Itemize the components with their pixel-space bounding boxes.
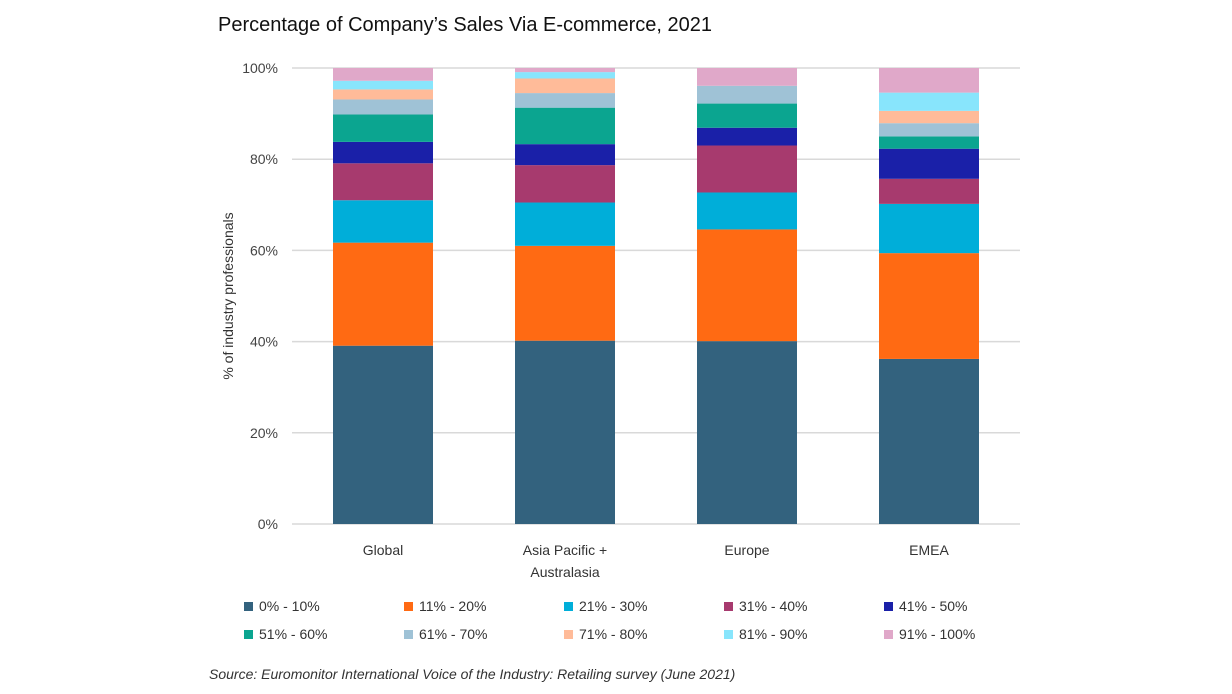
legend-label: 31% - 40% (739, 598, 808, 614)
x-tick-label: Europe (724, 542, 769, 558)
bar-segment (333, 89, 433, 100)
chart-title: Percentage of Company’s Sales Via E-comm… (218, 14, 712, 36)
bar-segment (697, 229, 797, 342)
legend-swatch (564, 601, 573, 611)
legend-item: 31% - 40% (724, 598, 884, 614)
legend-swatch (884, 629, 893, 639)
bar-segment (879, 110, 979, 124)
bar-segment (333, 200, 433, 243)
bar-segment (697, 85, 797, 104)
legend-label: 81% - 90% (739, 626, 808, 642)
bar-segment (879, 253, 979, 359)
bar-segment (879, 92, 979, 111)
legend-swatch (404, 601, 413, 611)
legend-item: 81% - 90% (724, 626, 884, 642)
legend-label: 91% - 100% (899, 626, 976, 642)
x-tick-label: Australasia (530, 564, 599, 580)
x-tick-label: Global (363, 542, 403, 558)
bar-segment (333, 163, 433, 201)
bar-segment (333, 141, 433, 164)
bar-segment (697, 103, 797, 128)
bar-segment (333, 242, 433, 346)
bar-segment (333, 345, 433, 524)
legend-swatch (404, 629, 413, 639)
legend-item: 51% - 60% (244, 626, 404, 642)
legend-item: 0% - 10% (244, 598, 404, 614)
bar-segment (515, 165, 615, 203)
bar-segment (879, 123, 979, 137)
legend-swatch (884, 601, 893, 611)
y-tick-label: 100% (242, 60, 278, 76)
legend-item: 71% - 80% (564, 626, 724, 642)
legend-label: 71% - 80% (579, 626, 648, 642)
bar-segment (515, 107, 615, 145)
legend-label: 61% - 70% (419, 626, 488, 642)
bar-segment (515, 340, 615, 524)
legend-item: 41% - 50% (884, 598, 1044, 614)
source-note: Source: Euromonitor International Voice … (209, 666, 736, 682)
legend-swatch (244, 629, 253, 639)
legend-item: 21% - 30% (564, 598, 724, 614)
bar-segment (879, 358, 979, 524)
bar-segment (697, 192, 797, 230)
legend-item: 61% - 70% (404, 626, 564, 642)
y-tick-label: 20% (250, 425, 278, 441)
y-axis-label: % of industry professionals (220, 212, 236, 379)
bar-segment (515, 202, 615, 246)
legend-item: 11% - 20% (404, 598, 564, 614)
bar-segment (515, 68, 615, 73)
bar-segment (333, 80, 433, 90)
bar-segment (515, 93, 615, 108)
bar-segment (697, 145, 797, 193)
bar-segment (515, 144, 615, 166)
bar-segment (879, 148, 979, 179)
y-tick-label: 40% (250, 334, 278, 350)
bar-segment (879, 136, 979, 149)
bar-segment (515, 72, 615, 79)
legend-swatch (724, 601, 733, 611)
y-tick-label: 80% (250, 151, 278, 167)
bar-segment (879, 68, 979, 93)
bar-segment (333, 68, 433, 81)
legend-label: 11% - 20% (419, 598, 487, 614)
bar-segment (697, 68, 797, 86)
x-tick-label: Asia Pacific + (523, 542, 607, 558)
bar-segment (697, 341, 797, 524)
stacked-bar-chart: 0% 20% 40% 60% 80% 100% % of industry professi… (220, 60, 1020, 580)
bar-segment (879, 203, 979, 254)
legend-label: 51% - 60% (259, 626, 328, 642)
bar-segment (333, 99, 433, 115)
legend-swatch (244, 601, 253, 611)
bar-segment (515, 245, 615, 341)
y-tick-label: 0% (258, 516, 278, 532)
x-tick-label: EMEA (909, 542, 949, 558)
legend-swatch (564, 629, 573, 639)
bar-segment (879, 178, 979, 204)
legend-swatch (724, 629, 733, 639)
bar-segment (697, 127, 797, 146)
legend-label: 0% - 10% (259, 598, 320, 614)
legend-label: 21% - 30% (579, 598, 648, 614)
bar-segment (333, 114, 433, 142)
legend-item: 91% - 100% (884, 626, 1044, 642)
legend-label: 41% - 50% (899, 598, 968, 614)
bar-segment (515, 78, 615, 94)
y-tick-label: 60% (250, 242, 278, 258)
legend: 0% - 10% 11% - 20% 21% - 30% 31% - 40% 41% -… (244, 598, 1044, 642)
